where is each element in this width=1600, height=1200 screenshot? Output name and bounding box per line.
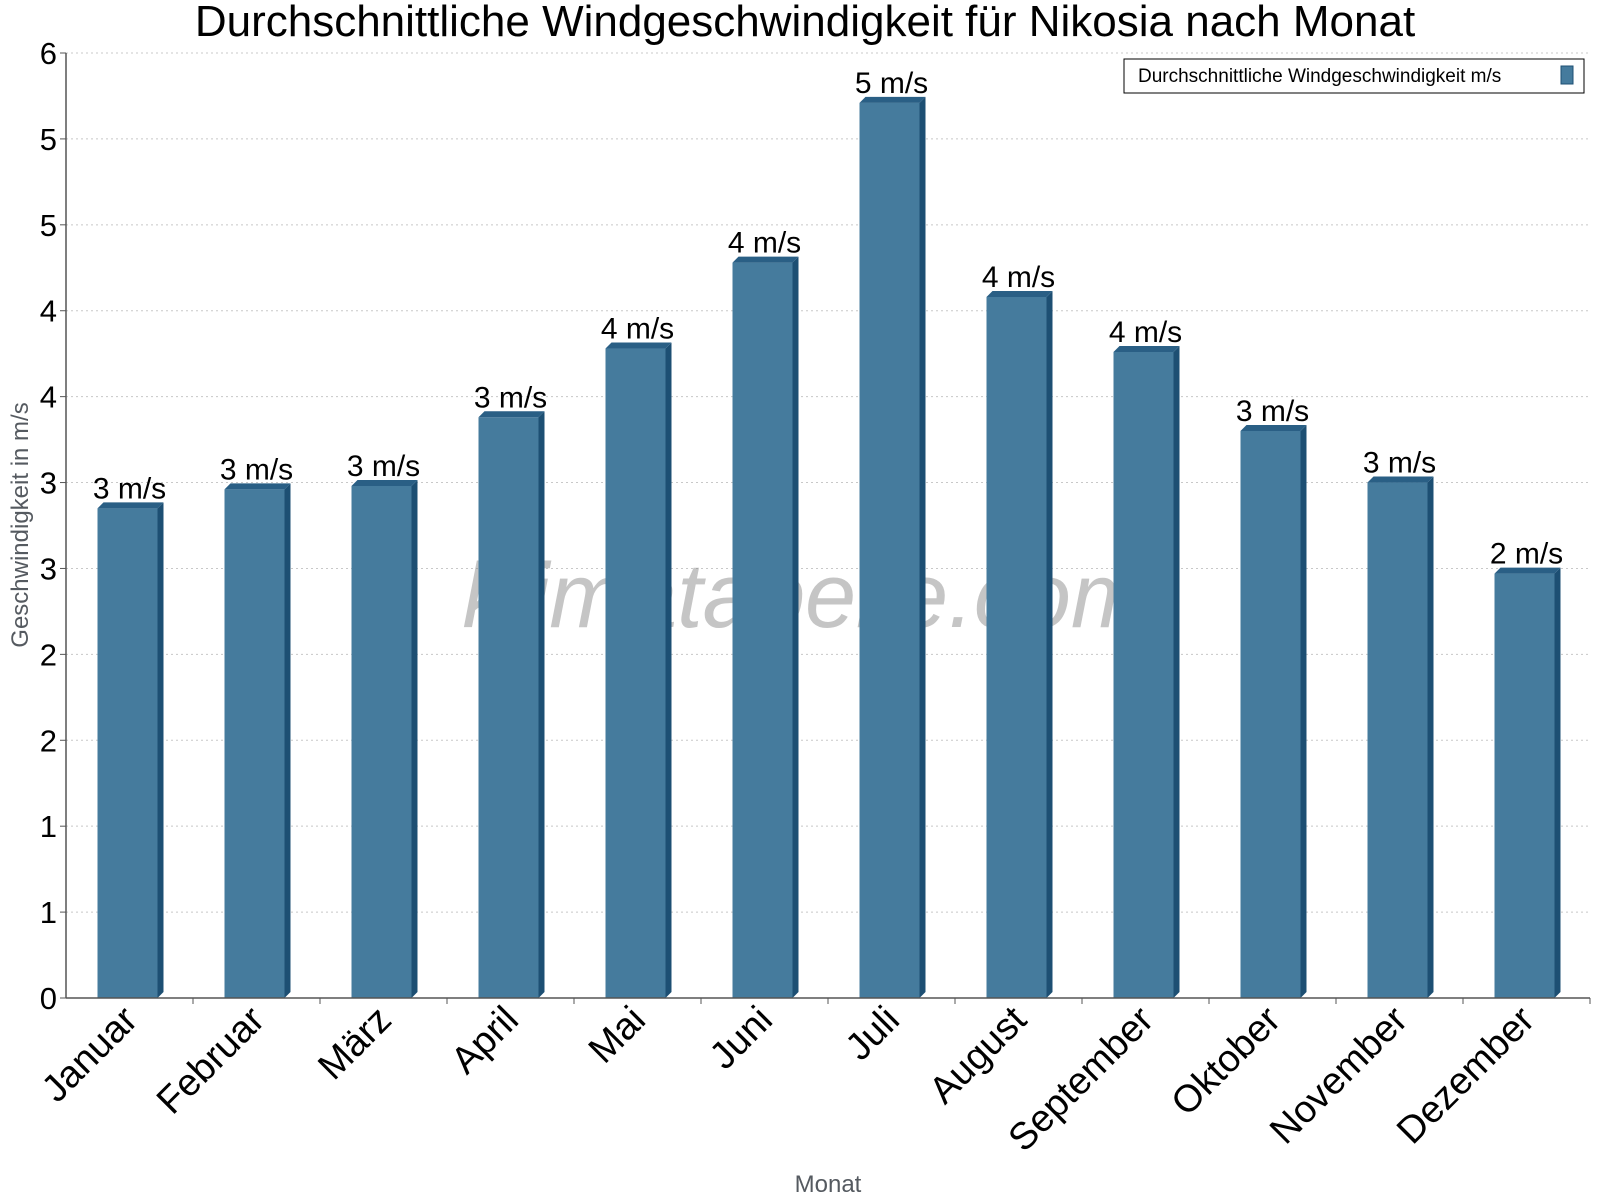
bar-mai: 4 m/s bbox=[601, 313, 674, 998]
gridlines bbox=[66, 52, 1590, 913]
bar-side bbox=[1427, 476, 1434, 999]
x-axis-label: Monat bbox=[795, 1171, 862, 1198]
y-axis-ticks: 0 1 1 2 2 3 3 4 4 5 5 6 bbox=[40, 36, 66, 1016]
bar-front bbox=[605, 348, 666, 998]
x-tick-label: Dezember bbox=[1389, 998, 1543, 1152]
legend-box bbox=[1123, 58, 1585, 94]
y-tick-label: 0 bbox=[40, 981, 57, 1016]
y-tick-label: 1 bbox=[40, 809, 57, 844]
y-tick-label: 4 bbox=[40, 294, 57, 329]
bar-data-label: 3 m/s bbox=[93, 472, 166, 505]
bar-data-label: 3 m/s bbox=[347, 450, 420, 483]
bar-top bbox=[1113, 345, 1180, 352]
legend: Durchschnittliche Windgeschwindigkeit m/… bbox=[1123, 58, 1585, 94]
bar-side bbox=[792, 256, 799, 999]
bar-front bbox=[986, 296, 1047, 998]
bar-side bbox=[157, 502, 164, 998]
bar-side bbox=[538, 411, 545, 999]
bar-front bbox=[478, 417, 539, 999]
bar-oktober: 3 m/s bbox=[1236, 395, 1309, 998]
bar-front bbox=[732, 262, 793, 999]
legend-swatch bbox=[1560, 65, 1574, 85]
bar-juni: 4 m/s bbox=[728, 227, 801, 999]
x-tick-label: August bbox=[922, 998, 1036, 1112]
bar-side bbox=[919, 96, 926, 998]
x-tick-label: Mai bbox=[581, 999, 654, 1072]
bar-top bbox=[224, 483, 291, 490]
bar-top bbox=[351, 479, 418, 486]
x-tick-label: Juni bbox=[702, 999, 781, 1078]
bar-data-label: 4 m/s bbox=[982, 261, 1055, 294]
bar-side bbox=[1554, 567, 1561, 998]
x-tick-label: Juli bbox=[838, 999, 908, 1069]
bar-top bbox=[859, 96, 926, 103]
y-tick-label: 3 bbox=[40, 466, 57, 501]
legend-label: Durchschnittliche Windgeschwindigkeit m/… bbox=[1138, 66, 1501, 87]
bar-front bbox=[1240, 431, 1301, 998]
bar-front bbox=[97, 508, 158, 998]
y-tick-label: 2 bbox=[40, 723, 57, 758]
bar-februar: 3 m/s bbox=[220, 453, 293, 998]
bar-side bbox=[411, 479, 418, 998]
axes bbox=[65, 53, 1590, 999]
bar-dezember: 2 m/s bbox=[1490, 538, 1563, 998]
bar-märz: 3 m/s bbox=[347, 450, 420, 998]
bar-series: 3 m/s 3 m/s 3 m/s 3 m/s 4 m/s 4 m/s 5 m/s 4 m/s… bbox=[93, 67, 1563, 999]
bar-data-label: 3 m/s bbox=[1363, 447, 1436, 480]
bar-front bbox=[224, 489, 285, 998]
x-tick-label: März bbox=[310, 999, 399, 1088]
x-tick-label: November bbox=[1262, 998, 1416, 1152]
bar-januar: 3 m/s bbox=[93, 472, 166, 998]
bar-top bbox=[1494, 567, 1561, 574]
bar-data-label: 5 m/s bbox=[855, 67, 928, 100]
bar-side bbox=[1300, 425, 1307, 998]
bar-side bbox=[665, 342, 672, 998]
x-axis-ticks: Januar Februar März April Mai Juni Juli AugustS… bbox=[34, 998, 1591, 1160]
bar-juli: 5 m/s bbox=[855, 67, 928, 998]
bar-september: 4 m/s bbox=[1109, 316, 1182, 998]
bar-data-label: 3 m/s bbox=[220, 453, 293, 486]
y-tick-label: 6 bbox=[40, 36, 57, 71]
bar-front bbox=[1494, 573, 1555, 998]
bar-august: 4 m/s bbox=[982, 261, 1055, 998]
bar-side bbox=[1173, 345, 1180, 998]
bar-top bbox=[97, 502, 164, 509]
bar-data-label: 4 m/s bbox=[1109, 316, 1182, 349]
bar-april: 3 m/s bbox=[474, 381, 547, 999]
bar-front bbox=[859, 102, 920, 998]
bar-top bbox=[986, 290, 1053, 297]
bar-data-label: 3 m/s bbox=[474, 381, 547, 414]
bar-front bbox=[1113, 351, 1174, 998]
y-tick-label: 1 bbox=[40, 895, 57, 930]
x-tick-label: April bbox=[443, 999, 526, 1082]
bar-side bbox=[1046, 290, 1053, 998]
bar-front bbox=[1367, 482, 1428, 999]
x-tick-label: Februar bbox=[149, 998, 273, 1122]
bar-data-label: 4 m/s bbox=[728, 227, 801, 260]
bar-top bbox=[1240, 425, 1307, 431]
y-tick-label: 5 bbox=[40, 122, 57, 157]
bar-top bbox=[605, 342, 672, 349]
y-tick-label: 4 bbox=[40, 380, 57, 415]
bar-top bbox=[732, 256, 799, 263]
chart-title: Durchschnittliche Windgeschwindigkeit fü… bbox=[195, 0, 1415, 46]
y-tick-label: 2 bbox=[40, 637, 57, 672]
bar-november: 3 m/s bbox=[1363, 447, 1436, 999]
y-tick-label: 5 bbox=[40, 208, 57, 243]
bar-side bbox=[284, 483, 291, 998]
bar-front bbox=[351, 485, 412, 998]
y-tick-label: 3 bbox=[40, 551, 57, 586]
bar-data-label: 4 m/s bbox=[601, 313, 674, 346]
x-tick-label: Oktober bbox=[1164, 998, 1290, 1124]
y-axis-label: Geschwindigkeit in m/s bbox=[7, 402, 34, 647]
bar-data-label: 3 m/s bbox=[1236, 395, 1309, 428]
bar-data-label: 2 m/s bbox=[1490, 538, 1563, 571]
bar-top bbox=[478, 411, 545, 418]
bar-top bbox=[1367, 476, 1434, 483]
